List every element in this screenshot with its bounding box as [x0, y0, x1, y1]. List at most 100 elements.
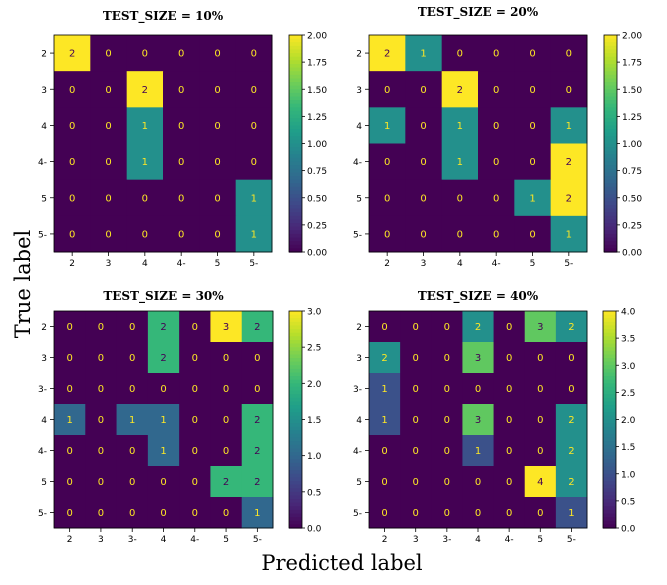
- heatmap-cell: [54, 215, 91, 253]
- cell-value-label: 0: [529, 229, 535, 240]
- cell-value-label: 0: [420, 85, 426, 96]
- colorbar-segment: [289, 452, 302, 457]
- colorbar-segment: [289, 201, 302, 206]
- heatmap-cell: [116, 435, 149, 467]
- cell-value-label: 0: [493, 121, 499, 132]
- heatmap-cell: [550, 215, 588, 253]
- heatmap-cell: [147, 373, 180, 405]
- x-tick-label: 5: [223, 535, 229, 545]
- heatmap-cell: [431, 404, 463, 436]
- colorbar-segment: [603, 368, 616, 374]
- colorbar-tick-label: 1.50: [622, 86, 642, 96]
- x-tick-label: 4: [457, 259, 463, 269]
- colorbar-segment: [289, 477, 302, 482]
- heatmap-cell: [369, 143, 406, 181]
- y-tick-label: 3: [356, 86, 362, 96]
- colorbar-segment: [603, 343, 616, 348]
- cell-value-label: 1: [66, 415, 72, 426]
- colorbar-segment: [289, 233, 302, 239]
- heatmap-cell: [514, 179, 552, 217]
- colorbar-segment: [289, 325, 302, 330]
- colorbar-segment: [603, 401, 616, 406]
- cell-value-label: 0: [142, 229, 148, 240]
- colorbar-tick-label: 3.0: [307, 308, 322, 318]
- colorbar-segment: [604, 161, 617, 166]
- colorbar-segment: [289, 311, 302, 316]
- cell-value-label: 0: [178, 85, 184, 96]
- figure-ylabel: True label: [11, 229, 35, 338]
- colorbar-segment: [289, 383, 302, 388]
- colorbar-segment: [289, 154, 302, 159]
- y-tick-label: 3-: [353, 385, 362, 395]
- heatmap-cell: [116, 373, 149, 405]
- heatmap-cell: [85, 373, 118, 405]
- heatmap-cell: [179, 342, 211, 374]
- heatmap-cell: [524, 342, 557, 374]
- cell-value-label: 0: [178, 229, 184, 240]
- colorbar-segment: [289, 241, 302, 246]
- cell-value-label: 0: [192, 446, 198, 457]
- colorbar-segment: [604, 172, 617, 177]
- colorbar-segment: [289, 408, 302, 413]
- colorbar-segment: [603, 419, 616, 424]
- colorbar-segment: [603, 499, 616, 504]
- heatmap-cell: [550, 143, 588, 181]
- colorbar-segment: [289, 121, 302, 127]
- colorbar-segment: [289, 157, 302, 163]
- x-tick-label: 4: [475, 535, 481, 545]
- cell-value-label: 2: [254, 415, 260, 426]
- colorbar-tick-label: 2.00: [307, 32, 327, 42]
- colorbar-segment: [289, 71, 302, 76]
- colorbar-segment: [289, 179, 302, 184]
- heatmap-cell: [524, 466, 557, 498]
- heatmap-cell: [524, 404, 557, 436]
- cell-value-label: 0: [381, 477, 387, 488]
- heatmap-cell: [54, 71, 91, 108]
- x-tick-label: 5-: [564, 259, 573, 269]
- cell-value-label: 2: [384, 49, 390, 60]
- colorbar-segment: [289, 172, 302, 177]
- colorbar-segment: [603, 462, 616, 468]
- heatmap-cell: [400, 373, 432, 405]
- cell-value-label: 0: [66, 384, 72, 395]
- cell-value-label: 0: [251, 85, 257, 96]
- heatmap-cell: [126, 35, 164, 72]
- heatmap-cell: [514, 215, 552, 253]
- heatmap-cell: [400, 404, 432, 436]
- colorbar-segment: [289, 459, 302, 464]
- colorbar-segment: [289, 89, 302, 94]
- cell-value-label: 0: [192, 322, 198, 333]
- colorbar-segment: [289, 132, 302, 137]
- colorbar-segment: [603, 470, 616, 475]
- colorbar-tick-label: 0.0: [621, 525, 636, 535]
- colorbar-segment: [604, 244, 617, 249]
- x-tick-label: 2: [382, 535, 388, 545]
- heatmap-cell: [462, 404, 495, 436]
- cell-value-label: 0: [214, 85, 220, 96]
- colorbar-segment: [289, 394, 302, 399]
- y-tick-label: 4-: [38, 447, 47, 457]
- cell-value-label: 0: [529, 121, 535, 132]
- y-tick-label: 5: [356, 194, 362, 204]
- heatmap-cell: [90, 143, 128, 181]
- colorbar-tick-label: 1.25: [307, 113, 327, 123]
- cell-value-label: 0: [178, 193, 184, 204]
- cell-value-label: 0: [214, 193, 220, 204]
- heatmap-cell: [555, 311, 588, 343]
- colorbar-segment: [604, 208, 617, 213]
- heatmap-cell: [431, 373, 463, 405]
- colorbar-segment: [289, 114, 302, 119]
- x-tick-label: 5: [530, 259, 536, 269]
- cell-value-label: 0: [493, 49, 499, 60]
- colorbar-segment: [603, 354, 616, 359]
- y-tick-label: 3: [41, 354, 47, 364]
- cell-value-label: 0: [381, 322, 387, 333]
- colorbar-tick-label: 3.0: [621, 362, 636, 372]
- colorbar-segment: [289, 488, 302, 493]
- heatmap-cell: [369, 179, 406, 217]
- colorbar-segment: [604, 136, 617, 141]
- cell-value-label: 1: [457, 121, 463, 132]
- colorbar-segment: [604, 147, 617, 152]
- colorbar-tick-label: 2.5: [621, 389, 635, 399]
- cell-value-label: 0: [537, 508, 543, 519]
